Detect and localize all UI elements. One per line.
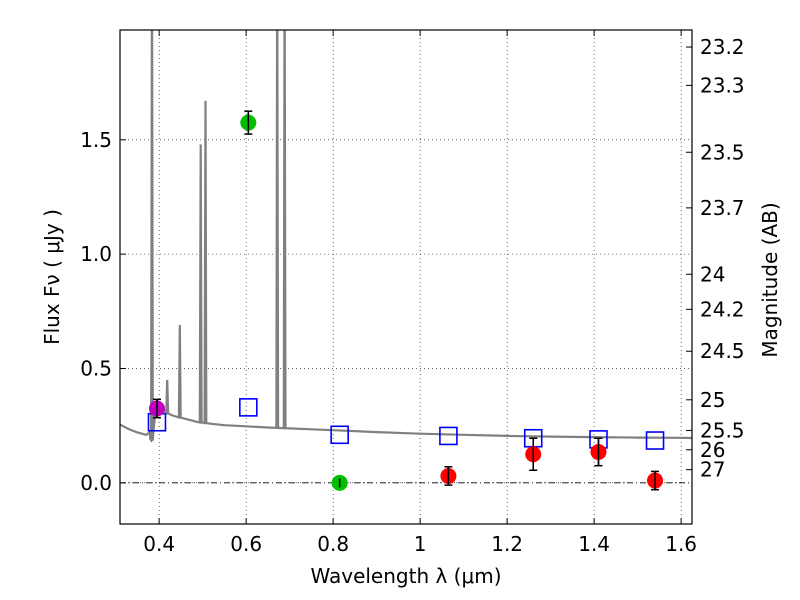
magnitude-tick-label: 27 <box>700 458 725 482</box>
magnitude-tick-label: 24 <box>700 262 725 286</box>
y-axis-ticks: 0.0 0.5 1.0 1.5 <box>80 128 126 495</box>
magnitude-tick-label: 25.5 <box>700 418 745 442</box>
data-markers <box>147 110 665 491</box>
x-tick-label: 0.8 <box>317 532 349 556</box>
plot-background <box>120 30 692 524</box>
model-flux-marker <box>439 426 458 446</box>
y-tick-label: 1.0 <box>80 242 112 266</box>
x-tick-label: 0.6 <box>230 532 262 556</box>
plot-frame <box>119 29 693 525</box>
magnitude-axis-label: Magnitude (AB) <box>758 202 782 357</box>
y-axis-label: Flux Fν ( μJy ) <box>40 209 64 345</box>
y-tick-label: 0.0 <box>80 471 112 495</box>
model-flux-marker <box>330 425 349 445</box>
x-tick-label: 1.2 <box>491 532 523 556</box>
model-flux-marker <box>645 431 665 450</box>
grid-lines <box>120 30 692 524</box>
x-axis-ticks: 0.4 0.6 0.8 1 1.2 1.4 1.6 <box>143 30 697 556</box>
magnitude-tick-label: 24.2 <box>700 297 745 321</box>
y-axis-label-text: Flux Fν ( μJy ) <box>40 209 64 345</box>
x-tick-label: 0.4 <box>143 532 175 556</box>
magnitude-tick-label: 24.5 <box>700 339 745 363</box>
magnitude-tick-label: 23.7 <box>700 196 745 220</box>
magnitude-tick-label: 25 <box>700 388 725 412</box>
magnitude-tick-label: 23.5 <box>700 140 745 164</box>
y-tick-label: 1.5 <box>80 128 112 152</box>
x-tick-label: 1.4 <box>578 532 610 556</box>
magnitude-tick-label: 23.3 <box>700 73 745 97</box>
y-tick-label: 0.5 <box>80 356 112 380</box>
sed-template-line <box>120 30 692 444</box>
magnitude-tick-label: 23.2 <box>700 35 745 59</box>
sed-template <box>120 30 692 444</box>
x-tick-label: 1 <box>414 532 427 556</box>
x-axis-label: Wavelength λ (μm) <box>310 564 501 588</box>
x-tick-label: 1.6 <box>665 532 697 556</box>
model-flux-marker <box>239 398 258 417</box>
magnitude-tick-label: 26 <box>700 438 725 462</box>
